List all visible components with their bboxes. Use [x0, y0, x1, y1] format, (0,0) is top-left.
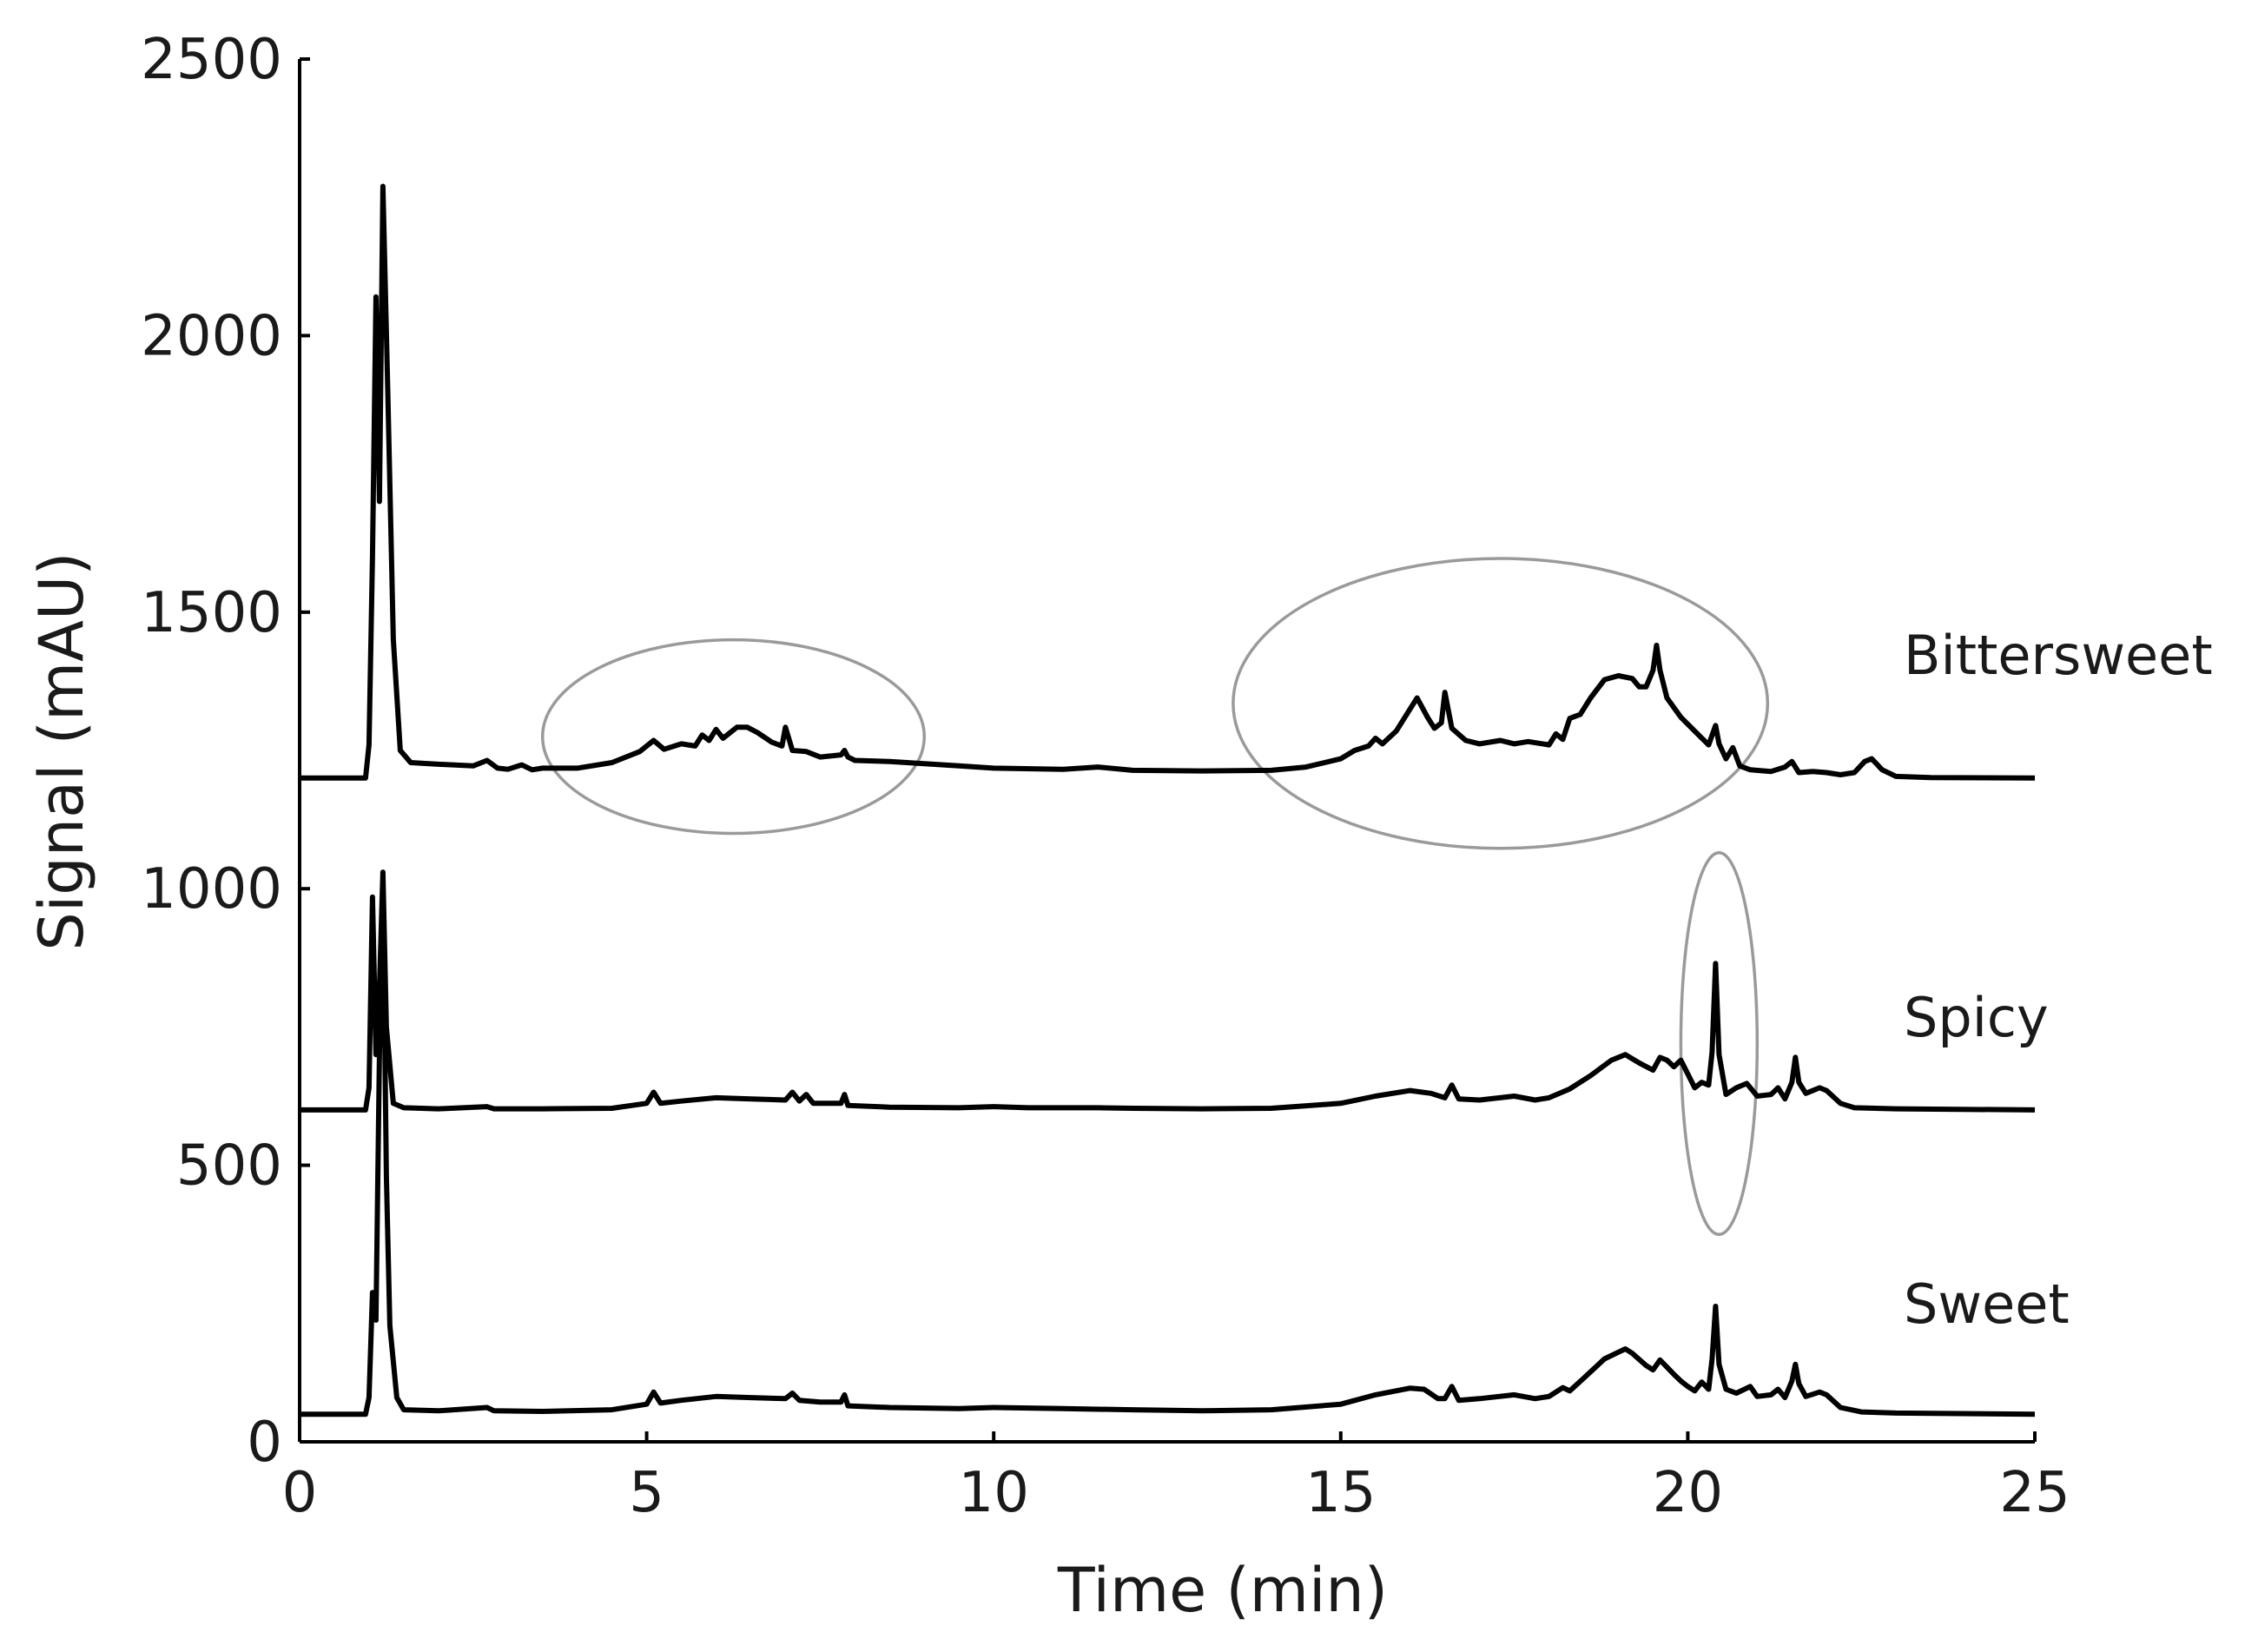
x-tick-label: 25 [1999, 1461, 2070, 1525]
axes [298, 57, 2037, 1444]
y-tick-label: 1000 [141, 857, 282, 922]
x-tick-label: 5 [629, 1461, 664, 1525]
y-tick-label: 500 [176, 1134, 282, 1199]
chromatogram-traces [300, 183, 2036, 1417]
trace-bittersweet [300, 183, 2036, 781]
trace-spicy [300, 869, 2036, 1113]
annotation-ellipse [1679, 851, 1760, 1236]
series-label-sweet: Sweet [1904, 1272, 2070, 1336]
series-label-bittersweet: Bittersweet [1904, 624, 2213, 687]
tick-labels: 0 5 10 15 20 25 0 500 1000 1500 2000 2500 [141, 28, 2070, 1525]
y-axis-title: Signal (mAU) [26, 552, 97, 950]
annotation-ellipse [1231, 557, 1770, 850]
trace-sweet [300, 880, 2036, 1417]
x-tick-label: 15 [1305, 1461, 1376, 1525]
x-axis-title: Time (min) [1057, 1555, 1388, 1626]
y-tick-label: 2500 [141, 28, 282, 92]
y-tick-label: 1500 [141, 581, 282, 645]
x-tick-label: 20 [1653, 1461, 1723, 1525]
series-labels: Bittersweet Spicy Sweet [1904, 624, 2213, 1336]
x-tick-label: 0 [282, 1461, 318, 1525]
annotation-ellipse [540, 638, 927, 836]
y-tick-label: 0 [247, 1411, 282, 1475]
x-tick-label: 10 [958, 1461, 1028, 1525]
y-tick-label: 2000 [141, 304, 282, 368]
series-label-spicy: Spicy [1904, 986, 2049, 1049]
annotation-ellipses [540, 557, 1770, 1236]
